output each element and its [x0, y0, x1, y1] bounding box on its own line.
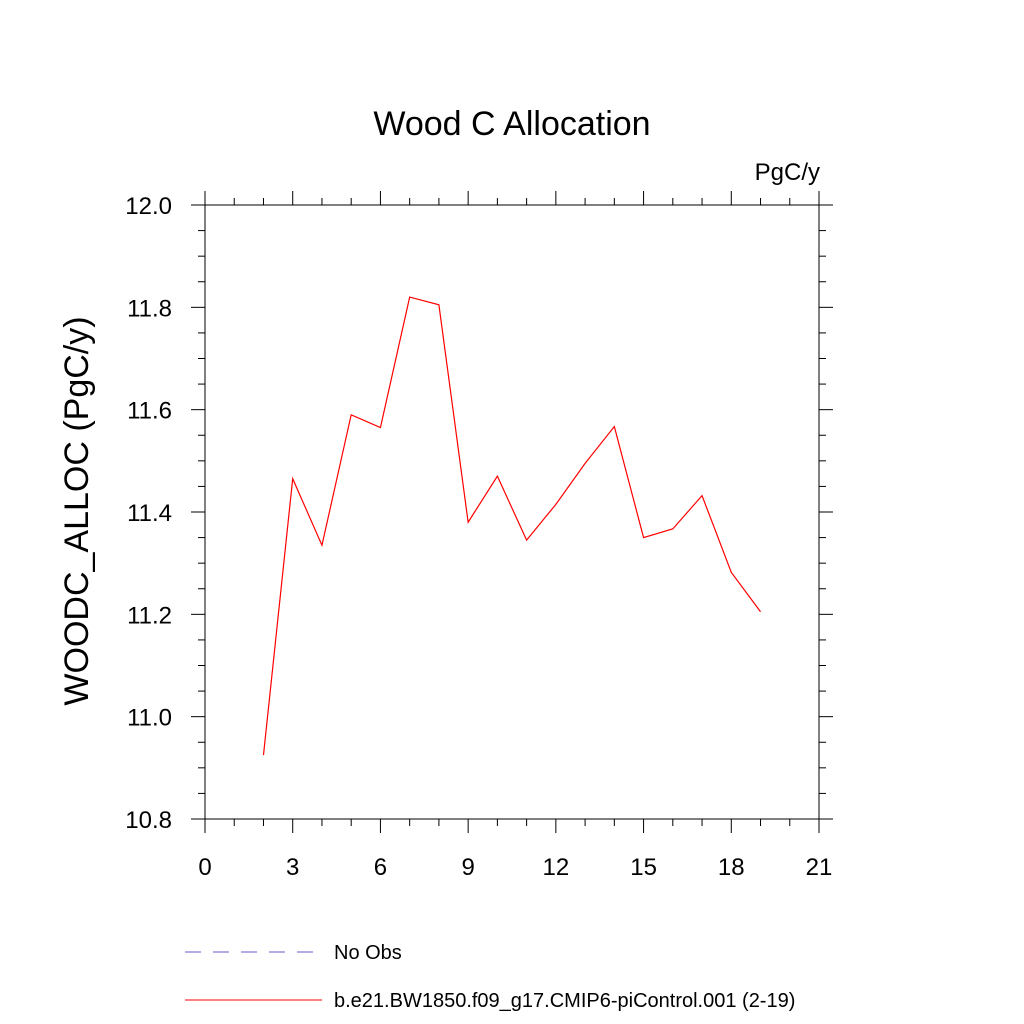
- y-tick-label: 11.0: [127, 705, 172, 732]
- chart-title: Wood C Allocation: [373, 105, 650, 143]
- legend: No Obs b.e21.BW1850.f09_g17.CMIP6-piContr…: [185, 942, 795, 1012]
- x-tick-label: 0: [198, 854, 211, 881]
- legend-label: No Obs: [334, 942, 402, 964]
- legend-label: b.e21.BW1850.f09_g17.CMIP6-piControl.001…: [334, 990, 795, 1012]
- x-tick-label: 21: [806, 854, 833, 881]
- y-tick-label: 11.8: [127, 295, 172, 322]
- series-layer: [262, 296, 762, 756]
- x-tick-label: 15: [630, 854, 657, 881]
- chart-units: PgC/y: [755, 159, 820, 186]
- x-tick-label: 6: [374, 854, 387, 881]
- series-line: [262, 296, 762, 756]
- y-tick-label: 12.0: [125, 193, 172, 220]
- y-tick-label: 10.8: [125, 807, 172, 834]
- y-tick-label: 11.2: [127, 602, 172, 629]
- x-tick-label: 18: [718, 854, 745, 881]
- plot-frame: [204, 204, 820, 820]
- y-tick-label: 11.6: [127, 398, 172, 425]
- y-axis-label: WOODC_ALLOC (PgC/y): [58, 316, 96, 705]
- y-tick-label: 11.4: [127, 500, 172, 527]
- x-tick-label: 12: [543, 854, 570, 881]
- x-tick-label: 9: [461, 854, 474, 881]
- y-axis: 10.8 11.0 11.2 11.4 11.6 11.8 12.0: [125, 193, 833, 834]
- x-axis: 0 3 6 9 12 15 18 21: [198, 191, 832, 881]
- x-tick-label: 3: [286, 854, 299, 881]
